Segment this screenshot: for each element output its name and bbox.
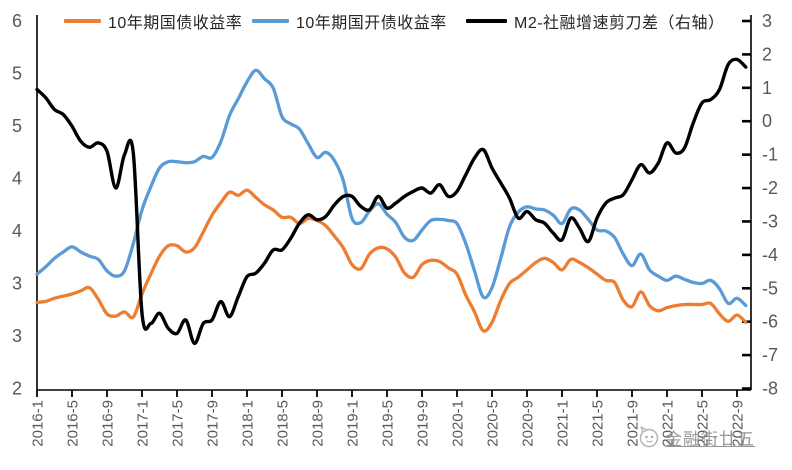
- right-axis-tick-label: 1: [762, 78, 772, 98]
- x-axis-tick-label: 2018-1: [240, 400, 257, 447]
- x-axis-tick-label: 2021-5: [590, 400, 607, 447]
- left-axis-tick-label: 6: [12, 11, 22, 31]
- right-axis-tick-label: -5: [762, 278, 778, 298]
- left-axis-tick-label: 3: [12, 274, 22, 294]
- x-axis-tick-label: 2018-9: [310, 400, 327, 447]
- right-axis-tick-label: -2: [762, 178, 778, 198]
- right-axis-tick-label: -4: [762, 245, 778, 265]
- series-line-1: [35, 68, 748, 308]
- left-axis-tick-label: 3: [12, 326, 22, 346]
- left-axis-tick-label: 2: [12, 379, 22, 399]
- right-axis-tick-label: -1: [762, 145, 778, 165]
- series-line-2: [35, 57, 748, 346]
- x-axis-tick-label: 2017-5: [170, 400, 187, 447]
- series-line-0: [35, 188, 748, 333]
- x-axis-tick-label: 2016-9: [100, 400, 117, 447]
- m2-tsf-line-swatch: [466, 19, 507, 23]
- legend-item-treasury-yield: 10年期国债收益率: [64, 11, 243, 32]
- legend-item-m2-tsf-gap: M2-社融增速剪刀差（右轴）: [466, 11, 725, 32]
- x-axis-tick-label: 2021-9: [625, 400, 642, 447]
- x-axis-tick-label: 2020-5: [485, 400, 502, 447]
- x-axis-tick-label: 2017-9: [205, 400, 222, 447]
- right-axis-tick-label: 2: [762, 44, 772, 64]
- x-axis-tick-label: 2022-9: [730, 400, 747, 447]
- x-axis-tick-label: 2020-9: [520, 400, 537, 447]
- treasury-line-swatch: [64, 19, 101, 23]
- x-axis-tick-label: 2019-1: [345, 400, 362, 447]
- left-axis-tick-label: 5: [12, 116, 22, 136]
- legend-label-treasury: 10年期国债收益率: [108, 15, 243, 32]
- x-axis-tick-label: 2018-5: [275, 400, 292, 447]
- x-axis-tick-label: 2016-5: [65, 400, 82, 447]
- x-axis-tick-label: 2016-1: [30, 400, 47, 447]
- right-axis-tick-label: -7: [762, 345, 778, 365]
- right-axis-tick-label: 0: [762, 111, 772, 131]
- left-axis-tick-label: 5: [12, 64, 22, 84]
- right-axis-tick-label: -3: [762, 211, 778, 231]
- x-axis-tick-label: 2021-1: [555, 400, 572, 447]
- x-axis-tick-label: 2019-9: [415, 400, 432, 447]
- legend-label-m2-tsf: M2-社融增速剪刀差（右轴）: [514, 15, 725, 32]
- x-axis-tick-label: 2019-5: [380, 400, 397, 447]
- right-axis-tick-label: -6: [762, 312, 778, 332]
- legend-label-cdb: 10年期国开债收益率: [296, 15, 447, 32]
- right-axis-tick-label: -8: [762, 379, 778, 399]
- right-axis-tick-label: 3: [762, 11, 772, 31]
- x-axis-tick-label: 2017-1: [135, 400, 152, 447]
- watermark: 金融街廿五: [637, 424, 755, 450]
- left-axis-tick-label: 4: [12, 169, 22, 189]
- x-axis-tick-label: 2020-1: [450, 400, 467, 447]
- legend-item-cdb-yield: 10年期国开债收益率: [252, 11, 447, 32]
- cdb-line-swatch: [252, 19, 289, 23]
- watermark-mascot-icon: [639, 426, 659, 448]
- left-axis-tick-label: 4: [12, 221, 22, 241]
- watermark-text: 金融街廿五: [665, 429, 755, 449]
- x-axis-tick-label: 2022-5: [695, 400, 712, 447]
- x-axis-tick-label: 2022-1: [660, 400, 677, 447]
